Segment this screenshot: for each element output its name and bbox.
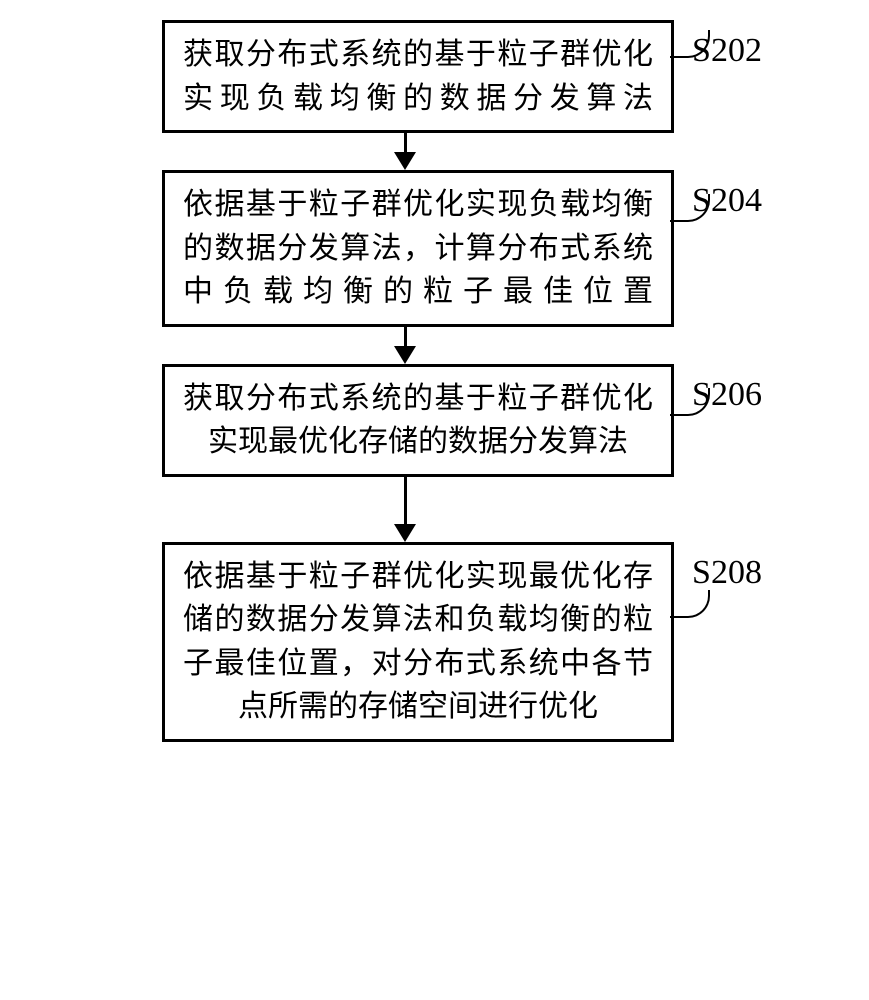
arrow-line [404,477,407,525]
arrow-head-icon [394,346,416,364]
arrow-line [404,133,407,153]
step-s204-row: 依据基于粒子群优化实现负载均衡的数据分发算法，计算分布式系统中负载均衡的粒子最佳… [162,170,762,327]
step-s202-text: 获取分布式系统的基于粒子群优化实现负载均衡的数据分发算法 [183,38,653,115]
step-s202-box: 获取分布式系统的基于粒子群优化实现负载均衡的数据分发算法 [162,20,674,133]
arrow-s202-s204 [394,133,416,170]
step-s204-text: 依据基于粒子群优化实现负载均衡的数据分发算法，计算分布式系统中负载均衡的粒子最佳… [183,188,653,308]
arrow-head-icon [394,524,416,542]
step-s202-row: 获取分布式系统的基于粒子群优化实现负载均衡的数据分发算法 S202 [162,20,762,133]
step-s206-box: 获取分布式系统的基于粒子群优化实现最优化存储的数据分发算法 [162,364,674,477]
step-s208-text: 依据基于粒子群优化实现最优化存储的数据分发算法和负载均衡的粒子最佳位置，对分布式… [183,560,653,724]
step-s206-row: 获取分布式系统的基于粒子群优化实现最优化存储的数据分发算法 S206 [162,364,762,477]
step-s204-box: 依据基于粒子群优化实现负载均衡的数据分发算法，计算分布式系统中负载均衡的粒子最佳… [162,170,674,327]
arrow-s206-s208 [394,477,416,542]
arrow-head-icon [394,152,416,170]
flowchart: 获取分布式系统的基于粒子群优化实现负载均衡的数据分发算法 S202 依据基于粒子… [0,20,869,742]
connector-curve-s208 [670,590,710,618]
step-s208-label: S208 [692,554,762,592]
arrow-line [404,327,407,347]
step-s208-row: 依据基于粒子群优化实现最优化存储的数据分发算法和负载均衡的粒子最佳位置，对分布式… [162,542,762,742]
arrow-s204-s206 [394,327,416,364]
step-s206-text: 获取分布式系统的基于粒子群优化实现最优化存储的数据分发算法 [183,382,653,459]
step-s208-box: 依据基于粒子群优化实现最优化存储的数据分发算法和负载均衡的粒子最佳位置，对分布式… [162,542,674,742]
